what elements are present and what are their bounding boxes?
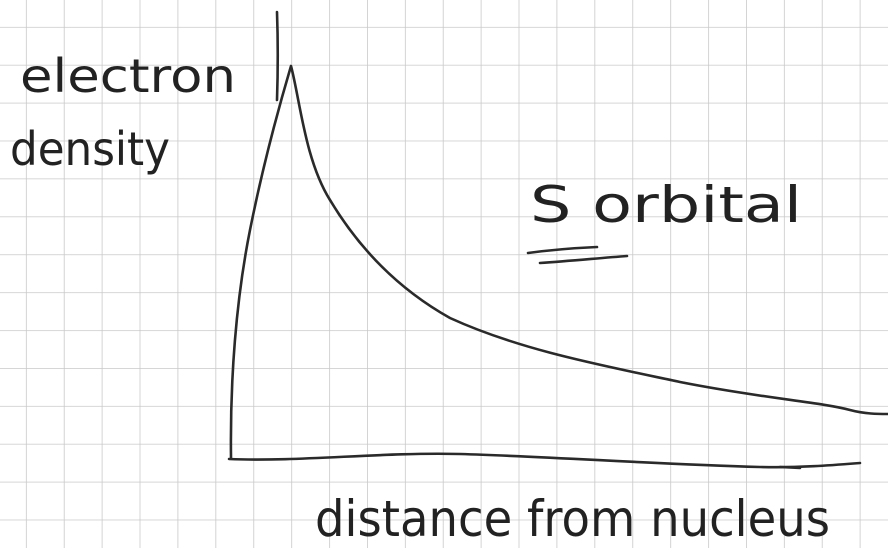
x-axis-mark	[780, 467, 800, 468]
y-axis-label: electron	[20, 49, 236, 103]
y-axis-stroke	[277, 12, 278, 100]
sketch: electron density S orbital distance from…	[0, 0, 888, 548]
x-axis-label: distance from nucleus	[315, 490, 830, 548]
y-axis-label: density	[10, 122, 170, 176]
annotation: S orbital	[530, 176, 802, 234]
page: electron density S orbital distance from…	[0, 0, 888, 548]
